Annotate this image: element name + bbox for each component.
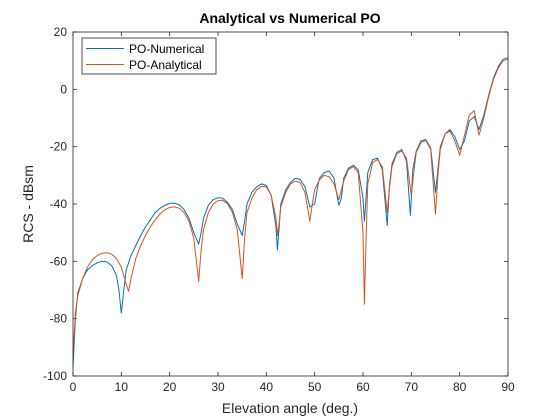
y-tick-label: -20: [50, 140, 68, 154]
y-tick-label: -40: [50, 197, 68, 211]
plot-frame: [72, 31, 509, 377]
x-tick-label: 80: [453, 380, 467, 394]
legend-label-po-numerical: PO-Numerical: [129, 42, 204, 56]
x-tick-label: 20: [163, 380, 177, 394]
y-tick-label: -80: [50, 312, 68, 326]
chart-title: Analytical vs Numerical PO: [199, 10, 380, 26]
legend-box: [81, 37, 217, 75]
x-axis-label: Elevation angle (deg.): [222, 400, 358, 416]
series-line-po-analytical: [72, 58, 509, 356]
y-axis-label: RCS - dBsm: [20, 165, 36, 243]
legend: PO-Numerical PO-Analytical: [81, 37, 217, 75]
series-line-po-numerical: [72, 57, 509, 368]
y-tick-label: -60: [50, 254, 68, 268]
series-group: [72, 57, 509, 368]
x-tick-label: 30: [211, 380, 225, 394]
x-tick-label: 90: [501, 380, 515, 394]
x-tick-label: 50: [308, 380, 322, 394]
y-tick-label: 0: [60, 82, 67, 96]
x-tick-label: 0: [70, 380, 77, 394]
x-tick-label: 10: [115, 380, 129, 394]
tick-group: 0 10 20 30 40 50 60 70 80 90 -100 -80 -60 -40 -20 0 20: [43, 25, 515, 394]
legend-label-po-analytical: PO-Analytical: [129, 58, 202, 72]
x-tick-label: 60: [356, 380, 370, 394]
y-tick-label: -100: [43, 369, 67, 383]
x-tick-label: 40: [260, 380, 274, 394]
x-tick-label: 70: [405, 380, 419, 394]
y-tick-label: 20: [54, 25, 68, 39]
